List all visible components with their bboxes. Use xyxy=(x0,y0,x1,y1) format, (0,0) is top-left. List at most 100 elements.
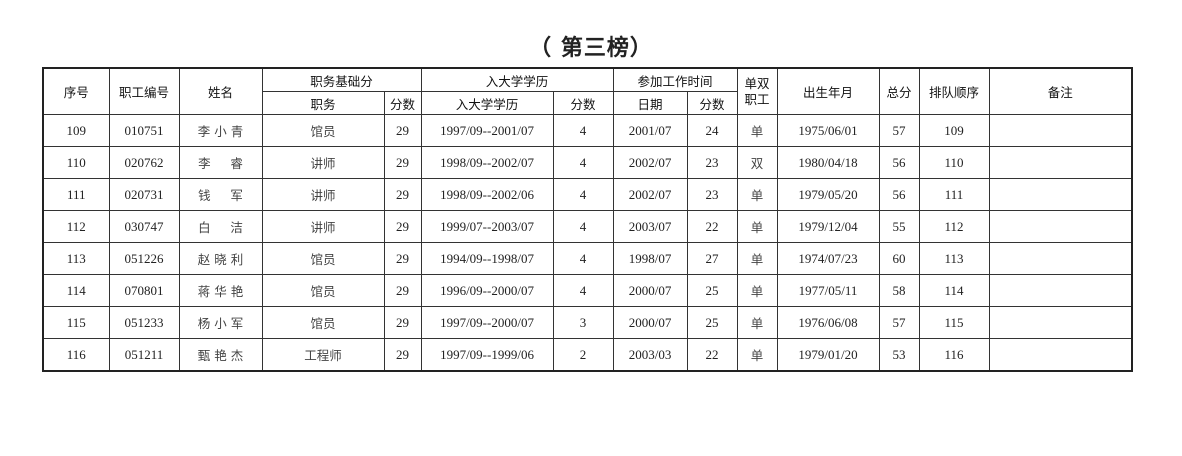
header-edu-score: 分数 xyxy=(552,91,614,115)
cell-escore: 2 xyxy=(552,338,614,372)
cell-total: 55 xyxy=(878,210,920,243)
cell-dual: 单 xyxy=(736,114,778,147)
table-row: 114 070801 蒋 华 艳馆员 29 1996/09--2000/07 4 2000/… xyxy=(42,274,1133,307)
cell-wscore: 27 xyxy=(686,242,738,275)
cell-birth: 1977/05/11 xyxy=(776,274,880,307)
cell-edu: 1998/09--2002/06 xyxy=(420,178,554,211)
table-row: 110 020762 李 睿讲师 29 1998/09--2002/07 4 2002/07… xyxy=(42,146,1133,179)
cell-name: 白 洁 xyxy=(178,210,263,243)
header-remark: 备注 xyxy=(988,67,1133,115)
cell-name: 钱 军 xyxy=(178,178,263,211)
cell-dual: 单 xyxy=(736,274,778,307)
cell-wdate: 1998/07 xyxy=(612,242,688,275)
cell-id: 051226 xyxy=(108,242,180,275)
cell-name: 赵 晓 利 xyxy=(178,242,263,275)
cell-position: 馆员 xyxy=(261,242,385,275)
cell-edu: 1998/09--2002/07 xyxy=(420,146,554,179)
table-row: 109 010751 李 小 青馆员 29 1997/09--2001/07 4 2001/… xyxy=(42,114,1133,147)
cell-wscore: 25 xyxy=(686,274,738,307)
cell-total: 57 xyxy=(878,114,920,147)
cell-wscore: 23 xyxy=(686,146,738,179)
cell-birth: 1979/01/20 xyxy=(776,338,880,372)
cell-dual: 单 xyxy=(736,306,778,339)
cell-wdate: 2002/07 xyxy=(612,178,688,211)
cell-name: 李 睿 xyxy=(178,146,263,179)
cell-id: 051211 xyxy=(108,338,180,372)
cell-position: 馆员 xyxy=(261,274,385,307)
cell-edu: 1997/09--2000/07 xyxy=(420,306,554,339)
cell-edu: 1999/07--2003/07 xyxy=(420,210,554,243)
cell-wdate: 2001/07 xyxy=(612,114,688,147)
cell-rank: 110 xyxy=(918,146,990,179)
cell-id: 010751 xyxy=(108,114,180,147)
cell-pscore: 29 xyxy=(383,178,422,211)
cell-rank: 114 xyxy=(918,274,990,307)
cell-rank: 115 xyxy=(918,306,990,339)
cell-birth: 1975/06/01 xyxy=(776,114,880,147)
cell-id: 020731 xyxy=(108,178,180,211)
cell-rank: 111 xyxy=(918,178,990,211)
header-dual-line1: 单双 xyxy=(744,75,770,91)
cell-pscore: 29 xyxy=(383,114,422,147)
page-title: （ 第三榜） xyxy=(529,36,653,61)
cell-wdate: 2003/07 xyxy=(612,210,688,243)
header-work-score: 分数 xyxy=(686,91,738,115)
cell-dual: 单 xyxy=(736,242,778,275)
cell-pscore: 29 xyxy=(383,274,422,307)
header-name: 姓名 xyxy=(178,67,263,115)
cell-rank: 112 xyxy=(918,210,990,243)
cell-wdate: 2000/07 xyxy=(612,306,688,339)
cell-wscore: 24 xyxy=(686,114,738,147)
cell-dual: 单 xyxy=(736,338,778,372)
header-position-group: 职务基础分 xyxy=(261,67,422,92)
table-row: 111 020731 钱 军讲师 29 1998/09--2002/06 4 2002/07… xyxy=(42,178,1133,211)
cell-escore: 4 xyxy=(552,114,614,147)
cell-seq: 116 xyxy=(42,338,110,372)
cell-birth: 1979/12/04 xyxy=(776,210,880,243)
header-work-date: 日期 xyxy=(612,91,688,115)
cell-pscore: 29 xyxy=(383,146,422,179)
header-birth: 出生年月 xyxy=(776,67,880,115)
cell-rank: 116 xyxy=(918,338,990,372)
cell-dual: 双 xyxy=(736,146,778,179)
cell-edu: 1997/09--1999/06 xyxy=(420,338,554,372)
cell-name: 蒋 华 艳 xyxy=(178,274,263,307)
cell-birth: 1974/07/23 xyxy=(776,242,880,275)
cell-seq: 113 xyxy=(42,242,110,275)
cell-wdate: 2003/03 xyxy=(612,338,688,372)
header-edu: 入大学学历 xyxy=(420,91,554,115)
cell-total: 56 xyxy=(878,178,920,211)
header-rank: 排队顺序 xyxy=(918,67,990,115)
cell-total: 60 xyxy=(878,242,920,275)
cell-wdate: 2002/07 xyxy=(612,146,688,179)
header-work-group: 参加工作时间 xyxy=(612,67,738,92)
cell-id: 030747 xyxy=(108,210,180,243)
cell-id: 051233 xyxy=(108,306,180,339)
cell-remark xyxy=(988,306,1133,339)
cell-pscore: 29 xyxy=(383,242,422,275)
cell-position: 讲师 xyxy=(261,146,385,179)
cell-remark xyxy=(988,146,1133,179)
cell-escore: 4 xyxy=(552,274,614,307)
cell-pscore: 29 xyxy=(383,306,422,339)
cell-birth: 1976/06/08 xyxy=(776,306,880,339)
cell-pscore: 29 xyxy=(383,338,422,372)
cell-seq: 109 xyxy=(42,114,110,147)
cell-wscore: 22 xyxy=(686,210,738,243)
cell-seq: 115 xyxy=(42,306,110,339)
cell-remark xyxy=(988,114,1133,147)
cell-remark xyxy=(988,338,1133,372)
cell-edu: 1996/09--2000/07 xyxy=(420,274,554,307)
header-position-score: 分数 xyxy=(383,91,422,115)
cell-birth: 1979/05/20 xyxy=(776,178,880,211)
header-seq: 序号 xyxy=(42,67,110,115)
header-position: 职务 xyxy=(261,91,385,115)
cell-seq: 112 xyxy=(42,210,110,243)
cell-rank: 113 xyxy=(918,242,990,275)
cell-total: 53 xyxy=(878,338,920,372)
table-row: 116 051211 甄 艳 杰工程师 29 1997/09--1999/06 2 2003… xyxy=(42,338,1133,372)
cell-position: 讲师 xyxy=(261,178,385,211)
cell-dual: 单 xyxy=(736,178,778,211)
cell-escore: 4 xyxy=(552,178,614,211)
cell-rank: 109 xyxy=(918,114,990,147)
